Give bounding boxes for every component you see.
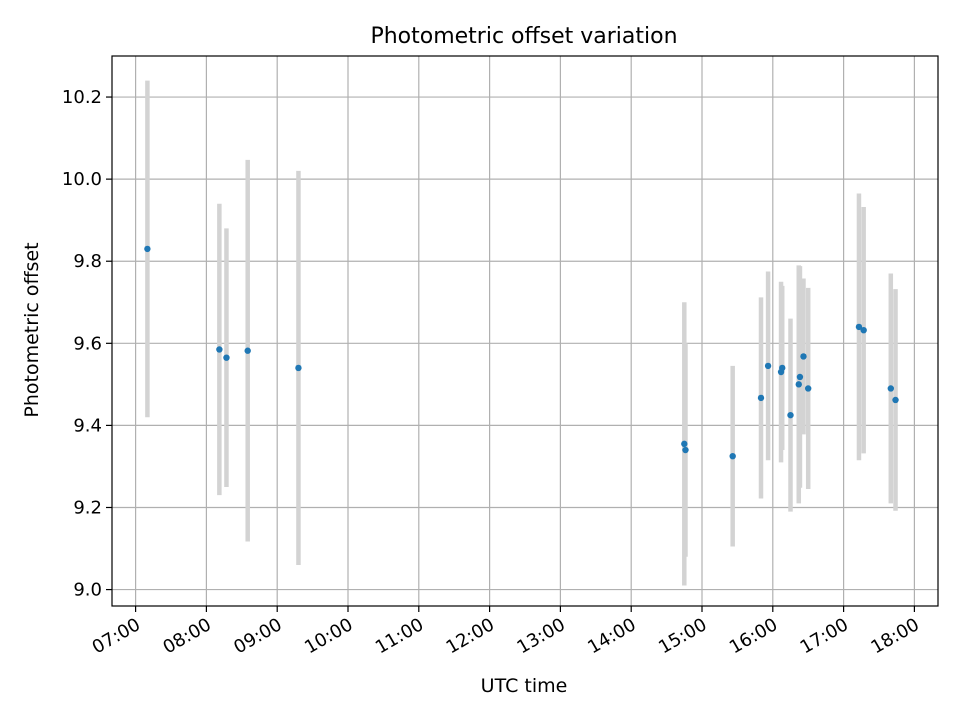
- y-tick-label: 9.2: [73, 497, 102, 518]
- y-tick-label: 10.2: [62, 87, 102, 108]
- data-point: [295, 364, 302, 372]
- data-point: [244, 347, 251, 354]
- y-axis-label: Photometric offset: [21, 242, 43, 417]
- data-point: [779, 364, 786, 372]
- data-point: [800, 353, 807, 360]
- data-point: [764, 362, 772, 370]
- data-point: [223, 354, 230, 361]
- y-tick-label: 9.4: [73, 415, 102, 436]
- y-tick-label: 9.8: [73, 251, 102, 272]
- data-point: [855, 323, 863, 331]
- data-point: [757, 394, 765, 402]
- data-point: [796, 373, 804, 381]
- data-point: [892, 396, 899, 404]
- data-point: [787, 411, 794, 419]
- data-point: [795, 381, 802, 388]
- y-tick-label: 9.6: [73, 333, 102, 354]
- y-tick-label: 9.0: [73, 580, 102, 601]
- data-point: [144, 245, 151, 253]
- data-points: [144, 245, 899, 460]
- data-point: [805, 385, 812, 392]
- y-axis-ticks: 9.0 9.2 9.4 9.6 9.8 10.0 10.2: [62, 87, 112, 601]
- data-point: [681, 440, 688, 448]
- data-point: [682, 446, 689, 454]
- x-axis-label: UTC time: [481, 675, 568, 697]
- data-point: [729, 452, 736, 460]
- grid: [112, 56, 938, 606]
- plot-frame: [111, 55, 939, 607]
- y-tick-label: 10.0: [62, 169, 102, 190]
- data-point: [216, 346, 223, 353]
- chart-title: Photometric offset variation: [370, 24, 677, 49]
- data-point: [887, 385, 894, 392]
- data-point: [860, 326, 867, 334]
